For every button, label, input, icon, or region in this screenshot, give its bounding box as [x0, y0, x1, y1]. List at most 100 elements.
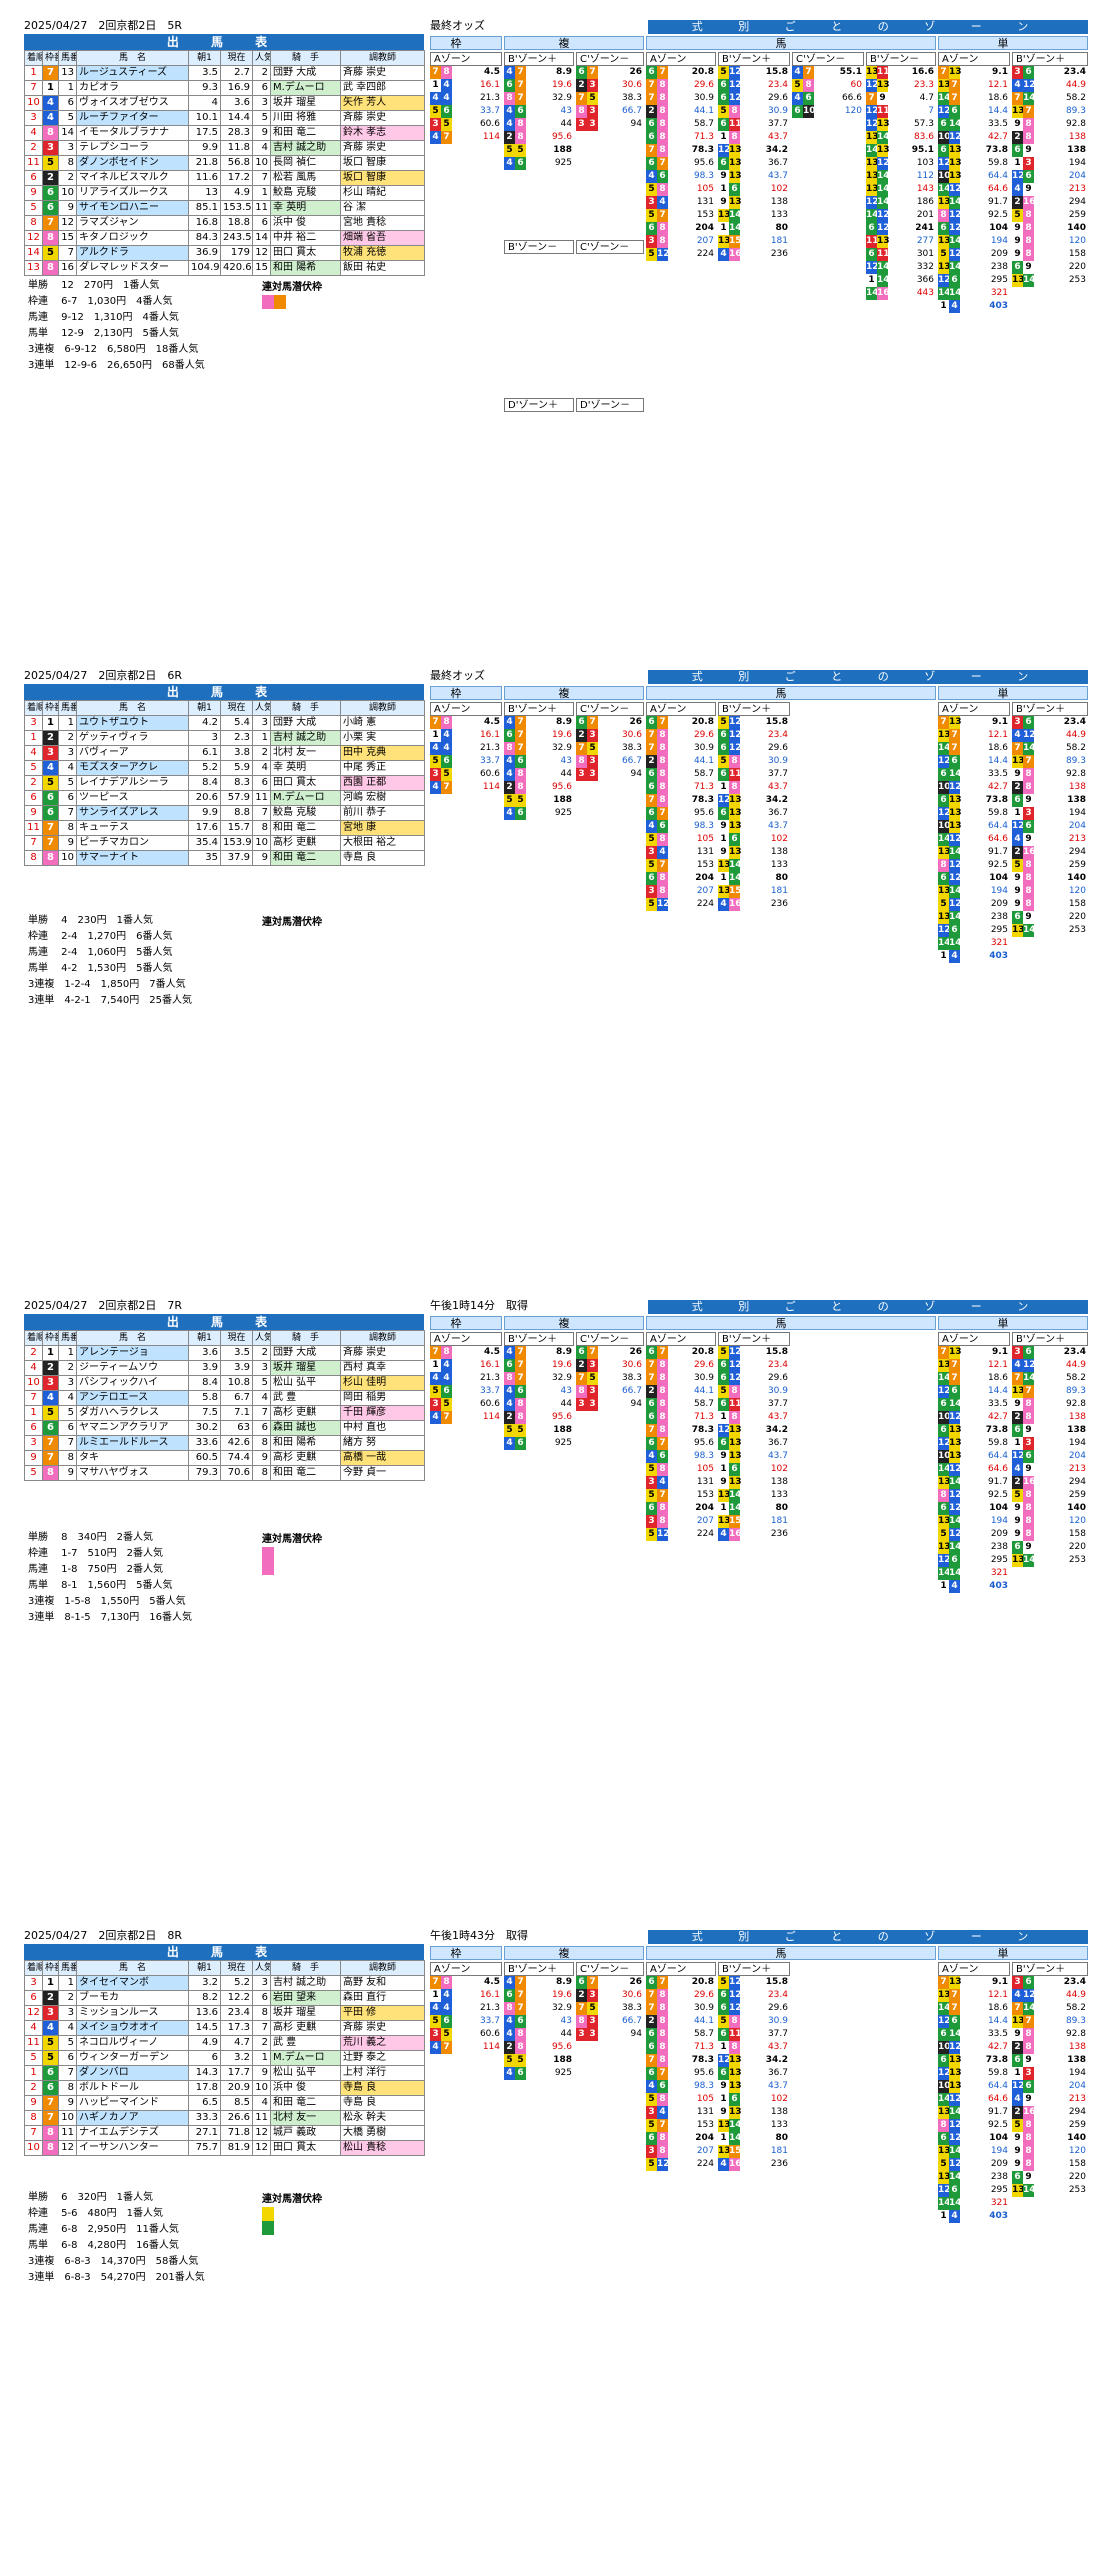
col-odds-1: 朝1 — [188, 700, 221, 716]
zone-odds-value: 89.3 — [1065, 756, 1086, 766]
race-header: 2025/04/27 2回京都2日 8R — [24, 1929, 183, 1942]
zone-chip-a: 10 — [938, 2080, 951, 2093]
popularity-cell: 1 — [252, 730, 271, 746]
zone-odds-value: 43.7 — [767, 782, 788, 792]
zone-chip-a: 12 — [938, 807, 951, 820]
zone-chip-b: 4 — [441, 2002, 452, 2015]
zone-odds-value: 73.8 — [985, 1425, 1008, 1435]
payout-line: 3連単 12-9-6 26,650円 68番人気 — [28, 360, 205, 371]
runner-row: 1 6 7 ダノンバロ 14.3 17.7 9 松山 弘平 上村 洋行 — [24, 2065, 425, 2081]
zone-chip-b: 13 — [949, 716, 962, 729]
zone-chip-b: 3 — [587, 2015, 598, 2028]
zone-chip-a: 4 — [504, 105, 515, 118]
rank-cell: 10 — [24, 95, 43, 111]
zone-chip-a: 4 — [430, 1372, 441, 1385]
zone-row: 9 8 120 — [1012, 235, 1088, 248]
table-title: 出 馬 表 — [24, 1944, 424, 1960]
jockey-cell: 松山 弘平 — [270, 2065, 341, 2081]
odds-now-cell: 5.2 — [220, 1975, 253, 1991]
zone-chip-b: 7 — [587, 66, 598, 79]
zone-odds-value: 23.4 — [1063, 1977, 1086, 1987]
rank-cell: 8 — [24, 215, 43, 231]
zone-odds-value: 57.3 — [913, 119, 934, 129]
zone-odds-value: 43.7 — [767, 821, 788, 831]
zone-chip-b: 7 — [949, 1359, 960, 1372]
zone-row: 5 8 30.9 — [718, 2015, 790, 2028]
zone-row: 6 12 29.6 — [718, 1372, 790, 1385]
zone-chip-b: 8 — [515, 781, 526, 794]
popularity-cell: 4 — [252, 140, 271, 156]
zone-row: 12 13 34.2 — [718, 2054, 790, 2067]
zone-odds-value: 43 — [560, 1386, 572, 1396]
zone-odds-value: 91.7 — [987, 197, 1008, 207]
zone-chip-b: 8 — [657, 1411, 668, 1424]
rank-cell: 5 — [24, 760, 43, 776]
trainer-cell: 今野 貞一 — [340, 1465, 425, 1481]
zone-odds-value: 294 — [1068, 197, 1086, 207]
zone-odds-value: 220 — [1068, 912, 1086, 922]
latent-frame: 連対馬潜伏枠 — [262, 1530, 402, 1575]
zone-row: 1 14 80 — [718, 222, 790, 235]
zone-chip-a: 13 — [938, 196, 951, 209]
zone-odds-value: 37.7 — [767, 769, 788, 779]
zone-odds-value: 43.7 — [767, 171, 788, 181]
horse-name-cell: ナイエムデシテズ — [76, 2125, 189, 2141]
zone-chip-a: 1 — [718, 872, 729, 885]
zone-row: 4 9 213 — [1012, 1463, 1088, 1476]
zone-chip-a: 6 — [646, 222, 657, 235]
zone-chip-b: 8 — [729, 131, 740, 144]
zone-odds-value: 259 — [1068, 210, 1086, 220]
trainer-cell: 松永 幹夫 — [340, 2110, 425, 2126]
zone-chip-a: 1 — [1012, 157, 1023, 170]
zone-chip-b: 12 — [729, 742, 742, 755]
zone-chip-b: 8 — [1023, 2041, 1034, 2054]
trainer-cell: 坂口 智康 — [340, 155, 425, 171]
zone-chip-a: 3 — [1012, 1346, 1023, 1359]
zone-row: 1 4 403 — [938, 300, 1010, 313]
zone-chip-b: 8 — [441, 1346, 452, 1359]
zone-odds-value: 16.1 — [479, 730, 500, 740]
horse-name-cell: アンテロエース — [76, 1390, 189, 1406]
zone-row: 7 8 30.9 — [646, 92, 716, 105]
zone-odds-value: 138 — [1067, 145, 1086, 155]
zone-odds-value: 71.3 — [693, 782, 714, 792]
col-uma: 馬番 — [58, 700, 77, 716]
rank-cell: 5 — [24, 2050, 43, 2066]
zone-chip-a: 7 — [646, 729, 657, 742]
zone-odds-value: 29.6 — [693, 80, 714, 90]
zone-a-fuku: Aゾーン 6 7 20.8 7 8 29.6 7 8 30.9 2 8 44.1 6 8 58.7 6 8 71.… — [646, 1962, 716, 2171]
zone-odds-value: 204 — [695, 2133, 714, 2143]
zone-row: 2 8 44.1 — [646, 755, 716, 768]
horse-name-cell: ハギノカノア — [76, 2110, 189, 2126]
zone-chip-b: 11 — [729, 2028, 742, 2041]
zone-row: 4 8 44 — [504, 118, 574, 131]
zone-odds-value: 105 — [696, 834, 714, 844]
zone-chip-b: 6 — [803, 92, 814, 105]
runner-row: 4 2 2 ジーティームソウ 3.9 3.9 3 坂井 瑠星 西村 真幸 — [24, 1360, 425, 1376]
jockey-cell: 北村 友一 — [270, 2110, 341, 2126]
zone-chip-a: 6 — [718, 79, 729, 92]
zone-odds-value: 15.8 — [765, 67, 788, 77]
zone-chip-b: 12 — [949, 2158, 962, 2171]
horse-name-cell: ダノンバロ — [76, 2065, 189, 2081]
zone-odds-value: 98.3 — [693, 821, 714, 831]
zone-chip-b: 13 — [729, 2106, 742, 2119]
zone-row: 5 8 30.9 — [718, 1385, 790, 1398]
zone-chip-a: 6 — [938, 1424, 949, 1437]
zone-chip-a: 5 — [718, 1385, 729, 1398]
zone-head: D'ゾーン＋ — [504, 398, 574, 412]
zone-chip-a: 7 — [646, 2054, 657, 2067]
zone-odds-value: 209 — [990, 2159, 1008, 2169]
odds-morning-cell: 27.1 — [188, 2125, 221, 2141]
zone-odds-value: 207 — [696, 236, 714, 246]
odds-morning-cell: 21.8 — [188, 155, 221, 171]
zone-chip-b: 7 — [657, 859, 668, 872]
zone-chip-b: 5 — [587, 92, 598, 105]
zone-chip-a: 7 — [646, 79, 657, 92]
jockey-cell: 和田 竜二 — [270, 125, 341, 141]
zone-odds-value: 194 — [990, 236, 1008, 246]
popularity-cell: 12 — [252, 2140, 271, 2156]
zone-a-uma: Aゾーン 7 13 9.1 13 7 12.1 14 7 18.6 12 6 14.4 6 14 33.5 1… — [938, 52, 1010, 313]
jockey-cell: 和田 陽希 — [270, 260, 341, 276]
zone-chip-b: 14 — [1023, 2002, 1036, 2015]
